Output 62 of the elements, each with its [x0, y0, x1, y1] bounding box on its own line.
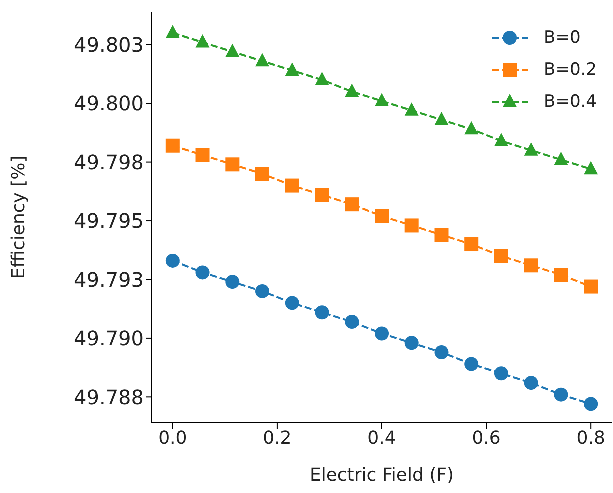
point	[524, 376, 538, 390]
y-tick-label: 49.795	[74, 209, 144, 234]
point	[196, 148, 210, 162]
legend-label: B=0.4	[544, 92, 597, 112]
x-tick-label: 0.8	[576, 428, 606, 449]
point	[524, 258, 538, 273]
point	[375, 209, 389, 224]
x-tick-label: 0.0	[158, 428, 188, 449]
point	[166, 25, 180, 38]
y-tick-label: 49.790	[74, 326, 144, 351]
point	[434, 112, 449, 126]
point	[226, 44, 240, 58]
point	[256, 167, 270, 182]
y-tick-label: 49.800	[74, 92, 144, 116]
point	[315, 188, 330, 202]
legend-label: B=0.2	[544, 60, 597, 80]
point	[584, 280, 598, 294]
point	[256, 53, 270, 67]
y-tick-label: 49.798	[74, 150, 144, 174]
x-tick-label: 0.4	[368, 428, 396, 449]
point	[434, 228, 449, 242]
point	[404, 336, 419, 350]
point	[285, 62, 300, 76]
x-tick-label: 0.6	[472, 428, 501, 449]
point	[434, 346, 449, 360]
x-tick-label: 0.2	[263, 428, 292, 449]
y-tick-label: 49.803	[74, 32, 144, 57]
x-axis-title: Electric Field (F)	[310, 465, 454, 486]
point	[404, 218, 419, 233]
point	[494, 249, 508, 264]
point	[196, 266, 210, 280]
point	[554, 388, 568, 402]
y-tick-label: 49.788	[74, 385, 144, 410]
point	[554, 268, 568, 282]
point	[345, 315, 360, 330]
point	[285, 296, 300, 310]
y-tick-label: 49.793	[74, 268, 144, 292]
point	[226, 275, 240, 290]
point	[494, 133, 508, 146]
point	[315, 306, 330, 320]
point	[494, 366, 508, 381]
point	[285, 178, 300, 193]
point	[404, 102, 419, 116]
point	[345, 84, 360, 98]
point	[375, 326, 389, 341]
point	[584, 161, 598, 175]
point	[464, 357, 479, 372]
point	[345, 198, 360, 212]
point	[584, 397, 598, 412]
point	[166, 138, 180, 153]
point	[464, 238, 479, 252]
point	[464, 121, 479, 135]
legend-label: B=0	[544, 28, 581, 48]
point	[524, 142, 538, 156]
point	[196, 34, 210, 48]
y-axis-title: Efficiency [%]	[8, 156, 30, 280]
point	[226, 158, 240, 172]
point	[256, 284, 270, 298]
point	[554, 152, 568, 166]
point	[315, 72, 330, 86]
point	[166, 254, 180, 268]
point	[375, 93, 389, 106]
